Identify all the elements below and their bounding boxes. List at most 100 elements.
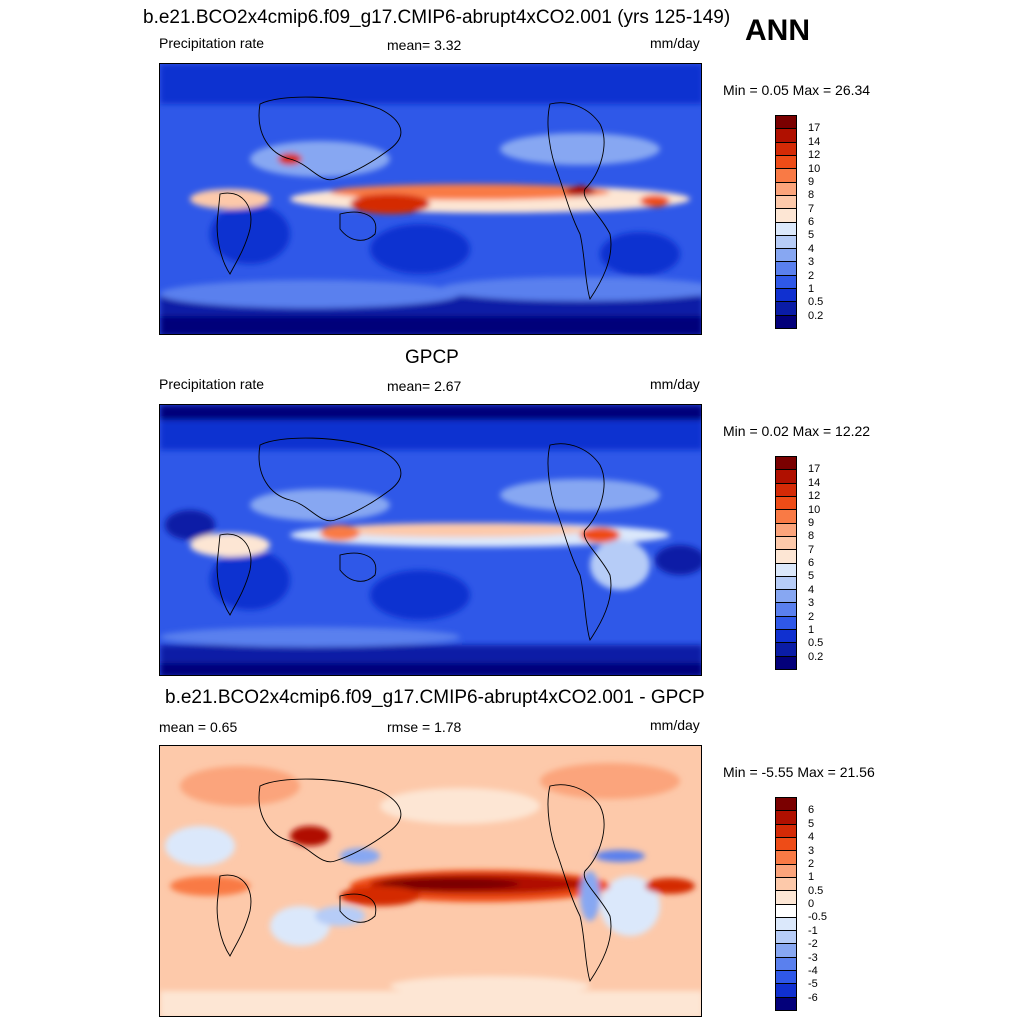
panel1-colorbar-label: 6: [808, 216, 815, 228]
panel1-colorbar-label: 4: [808, 242, 815, 255]
panel3-colorbar-swatch: [776, 837, 796, 852]
panel3-colorbar-label: -3: [808, 951, 818, 964]
panel2-colorbar-label: 6: [808, 557, 815, 569]
panel3-colorbar-label: -5: [808, 978, 818, 991]
panel1-colorbar-label: 3: [808, 256, 815, 269]
panel1-colorbar-swatch: [776, 182, 796, 196]
panel2-colorbar-swatch: [776, 550, 796, 564]
panel1-colorbar-swatch: [776, 129, 796, 143]
panel2-colorbar-swatch: [776, 457, 796, 471]
panel1-map: [159, 63, 702, 335]
panel3-colorbar-label: 5: [808, 817, 815, 830]
panel2-mean: mean= 2.67: [387, 378, 462, 394]
panel3-colorbar-swatch: [776, 997, 796, 1010]
panel1-colorbar-label: 7: [808, 202, 815, 215]
panel2-units: mm/day: [650, 376, 700, 392]
panel1-colorbar-swatch: [776, 275, 796, 290]
panel3-colorbar-label: -4: [808, 964, 818, 977]
panel1-colorbar-swatch: [776, 315, 796, 328]
panel3-colorbar-label: -0.5: [808, 911, 827, 924]
panel3-colorbar-swatch: [776, 944, 796, 958]
panel1-colorbar-swatch: [776, 302, 796, 316]
panel1-colorbar-label: 0.2: [808, 309, 824, 322]
panel3-title: b.e21.BCO2x4cmip6.f09_g17.CMIP6-abrupt4x…: [165, 687, 705, 708]
panel2-colorbar-swatch: [776, 590, 796, 604]
panel1-colorbar: [775, 115, 797, 329]
panel3-colorbar-label: 6: [808, 804, 815, 817]
panel1-colorbar-swatch: [776, 289, 796, 303]
panel1-colorbar-swatch: [776, 195, 796, 210]
panel1-colorbar-swatch: [776, 169, 796, 183]
panel2-colorbar-label: 2: [808, 610, 815, 623]
panel3-colorbar-label: 3: [808, 844, 815, 857]
season-label: ANN: [745, 14, 810, 47]
panel3-minmax: Min = -5.55 Max = 21.56: [723, 764, 875, 780]
panel3-colorbar-swatch: [776, 811, 796, 825]
panel1-colorbar-label: 8: [808, 189, 815, 202]
panel2-colorbar-label: 17: [808, 463, 821, 476]
panel1-colorbar-swatch: [776, 222, 796, 236]
panel3-colorbar-swatch: [776, 931, 796, 945]
panel1-colorbar-swatch: [776, 116, 796, 130]
panel3-colorbar-label: 1: [808, 871, 815, 884]
panel2-colorbar-swatch: [776, 630, 796, 644]
panel3-colorbar-swatch: [776, 904, 796, 918]
panel3-colorbar-swatch: [776, 984, 796, 998]
panel1-colorbar-label: 0.5: [808, 296, 824, 309]
panel2-colorbar-swatch: [776, 576, 796, 591]
panel2-colorbar-label: 5: [808, 570, 815, 583]
panel3-colorbar-swatch: [776, 917, 796, 932]
panel3-colorbar-swatch: [776, 971, 796, 985]
panel2-colorbar-label: 7: [808, 543, 815, 556]
panel1-colorbar-label: 14: [808, 135, 821, 148]
panel2-colorbar-swatch: [776, 510, 796, 524]
panel3-colorbar-label: -6: [808, 991, 818, 1004]
panel3-colorbar-label: -1: [808, 924, 818, 937]
panel1-colorbar-swatch: [776, 249, 796, 263]
panel2-colorbar-swatch: [776, 523, 796, 537]
panel3-colorbar-swatch: [776, 864, 796, 878]
panel1-colorbar-label: 12: [808, 149, 821, 162]
panel1-variable-label: Precipitation rate: [159, 35, 265, 51]
panel1-colorbar-swatch: [776, 209, 796, 223]
panel2-title: GPCP: [405, 347, 459, 368]
panel2-colorbar-label: 10: [808, 503, 821, 516]
panel1-colorbar-swatch: [776, 155, 796, 170]
panel1-colorbar-swatch: [776, 235, 796, 250]
panel3-colorbar-swatch: [776, 877, 796, 892]
panel3-colorbar-swatch: [776, 824, 796, 838]
panel2-colorbar-swatch: [776, 643, 796, 657]
panel2-colorbar-swatch: [776, 656, 796, 669]
panel1-minmax: Min = 0.05 Max = 26.34: [723, 82, 871, 98]
panel3-colorbar-label: 2: [808, 857, 815, 870]
panel2-colorbar-swatch: [776, 496, 796, 511]
panel2-colorbar-label: 8: [808, 530, 815, 543]
panel3-colorbar-label: -2: [808, 938, 818, 951]
panel2-colorbar-label: 0.5: [808, 637, 824, 650]
panel3-colorbar-swatch: [776, 851, 796, 865]
panel1-colorbar-swatch: [776, 262, 796, 276]
panel1-colorbar-label: 2: [808, 269, 815, 282]
panel3-units: mm/day: [650, 717, 700, 733]
panel2-map: [159, 404, 702, 676]
panel2-colorbar-swatch: [776, 603, 796, 617]
panel2-colorbar-swatch: [776, 470, 796, 484]
panel2-colorbar-swatch: [776, 483, 796, 497]
panel1-units: mm/day: [650, 35, 700, 51]
panel2-colorbar-label: 12: [808, 490, 821, 503]
panel2-colorbar-swatch: [776, 536, 796, 551]
panel3-colorbar-label: 0.5: [808, 884, 824, 897]
panel3-rmse: rmse = 1.78: [387, 719, 462, 735]
panel2-colorbar-label: 9: [808, 516, 815, 529]
panel2-colorbar-label: 0.2: [808, 650, 824, 663]
panel2-colorbar-label: 1: [808, 623, 815, 636]
panel3-colorbar-swatch: [776, 957, 796, 972]
panel1-colorbar-label: 10: [808, 162, 821, 175]
panel2-variable-label: Precipitation rate: [159, 376, 265, 392]
panel1-mean: mean= 3.32: [387, 37, 462, 53]
panel3-mean: mean = 0.65: [159, 719, 238, 735]
panel1-colorbar-label: 5: [808, 229, 815, 242]
panel3-map: [159, 745, 702, 1017]
panel2-minmax: Min = 0.02 Max = 12.22: [723, 423, 871, 439]
panel2-colorbar-label: 3: [808, 597, 815, 610]
